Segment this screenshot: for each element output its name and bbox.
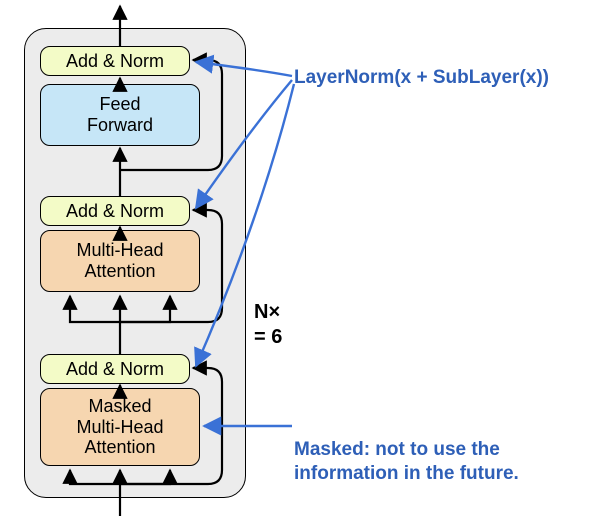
add-norm-2: Add & Norm — [40, 196, 190, 226]
feed-forward-block: Feed Forward — [40, 84, 200, 146]
n-times-line1: N× — [254, 301, 280, 323]
n-times-label: N× = 6 — [254, 300, 282, 350]
multi-head-attention-block: Multi-Head Attention — [40, 230, 200, 292]
add-norm-3-label: Add & Norm — [66, 359, 164, 380]
layernorm-annotation-text: LayerNorm(x + SubLayer(x)) — [294, 67, 549, 88]
mha-label: Multi-Head Attention — [76, 240, 163, 281]
masked-multi-head-attention-block: Masked Multi-Head Attention — [40, 388, 200, 466]
add-norm-1-label: Add & Norm — [66, 51, 164, 72]
masked-annotation-text: Masked: not to use the information in th… — [294, 439, 519, 484]
n-times-line2: = 6 — [254, 326, 282, 348]
feed-forward-label: Feed Forward — [87, 94, 153, 135]
layernorm-annotation: LayerNorm(x + SubLayer(x)) — [294, 66, 549, 90]
add-norm-1: Add & Norm — [40, 46, 190, 76]
masked-annotation: Masked: not to use the information in th… — [294, 414, 519, 485]
add-norm-3: Add & Norm — [40, 354, 190, 384]
mmha-label: Masked Multi-Head Attention — [76, 396, 163, 458]
add-norm-2-label: Add & Norm — [66, 201, 164, 222]
